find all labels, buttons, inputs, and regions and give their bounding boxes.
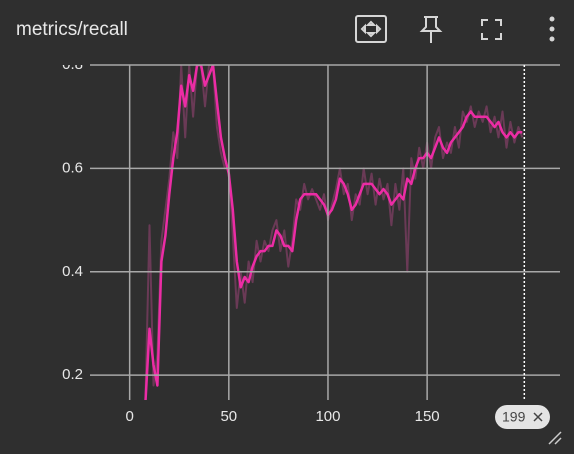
- chart-title: metrics/recall: [16, 19, 128, 40]
- x-tick-label: 150: [415, 408, 440, 425]
- series-line: [144, 65, 524, 396]
- cursor-badge[interactable]: 199: [495, 405, 550, 429]
- x-tick-label: 100: [315, 408, 340, 425]
- resize-handle[interactable]: [548, 431, 562, 445]
- y-tick-label: 0.2: [62, 366, 83, 383]
- y-tick-label: 0.6: [62, 159, 83, 176]
- badge-step: 199: [502, 409, 526, 425]
- y-tick-label: 0.4: [62, 263, 83, 280]
- menu-icon[interactable]: [549, 16, 555, 42]
- x-tick-label: 50: [220, 408, 237, 425]
- badge-background: [495, 405, 550, 429]
- fit-icon[interactable]: [355, 15, 387, 43]
- fullscreen-icon[interactable]: [481, 19, 502, 40]
- badge-close: [533, 412, 543, 422]
- pin-icon[interactable]: [419, 16, 443, 43]
- y-tick-label: 0.8: [62, 56, 83, 73]
- series-line: [144, 65, 523, 400]
- plot-area: [144, 65, 524, 400]
- x-tick-label: 0: [125, 408, 133, 425]
